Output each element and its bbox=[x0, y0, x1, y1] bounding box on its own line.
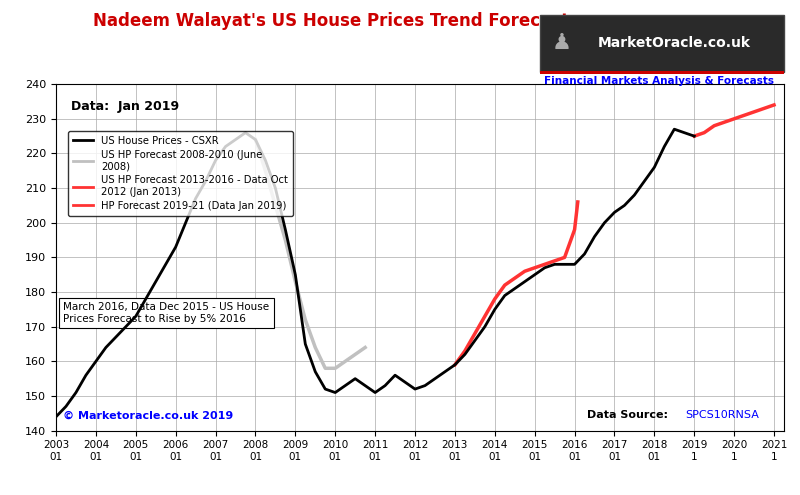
Text: Data Source:: Data Source: bbox=[587, 410, 669, 420]
Text: March 2016, Data Dec 2015 - US House
Prices Forecast to Rise by 5% 2016: March 2016, Data Dec 2015 - US House Pri… bbox=[63, 302, 270, 324]
Text: Nadeem Walayat's US House Prices Trend Forecasts: Nadeem Walayat's US House Prices Trend F… bbox=[93, 12, 579, 30]
Text: ♟: ♟ bbox=[552, 33, 572, 53]
Legend: US House Prices - CSXR, US HP Forecast 2008-2010 (June
2008), US HP Forecast 201: US House Prices - CSXR, US HP Forecast 2… bbox=[68, 131, 293, 216]
Text: Financial Markets Analysis & Forecasts: Financial Markets Analysis & Forecasts bbox=[544, 76, 774, 86]
Text: © Marketoracle.co.uk 2019: © Marketoracle.co.uk 2019 bbox=[63, 410, 234, 420]
Text: Data:  Jan 2019: Data: Jan 2019 bbox=[70, 100, 178, 113]
Text: SPCS10RNSA: SPCS10RNSA bbox=[686, 410, 759, 420]
Text: MarketOracle.co.uk: MarketOracle.co.uk bbox=[598, 36, 750, 50]
